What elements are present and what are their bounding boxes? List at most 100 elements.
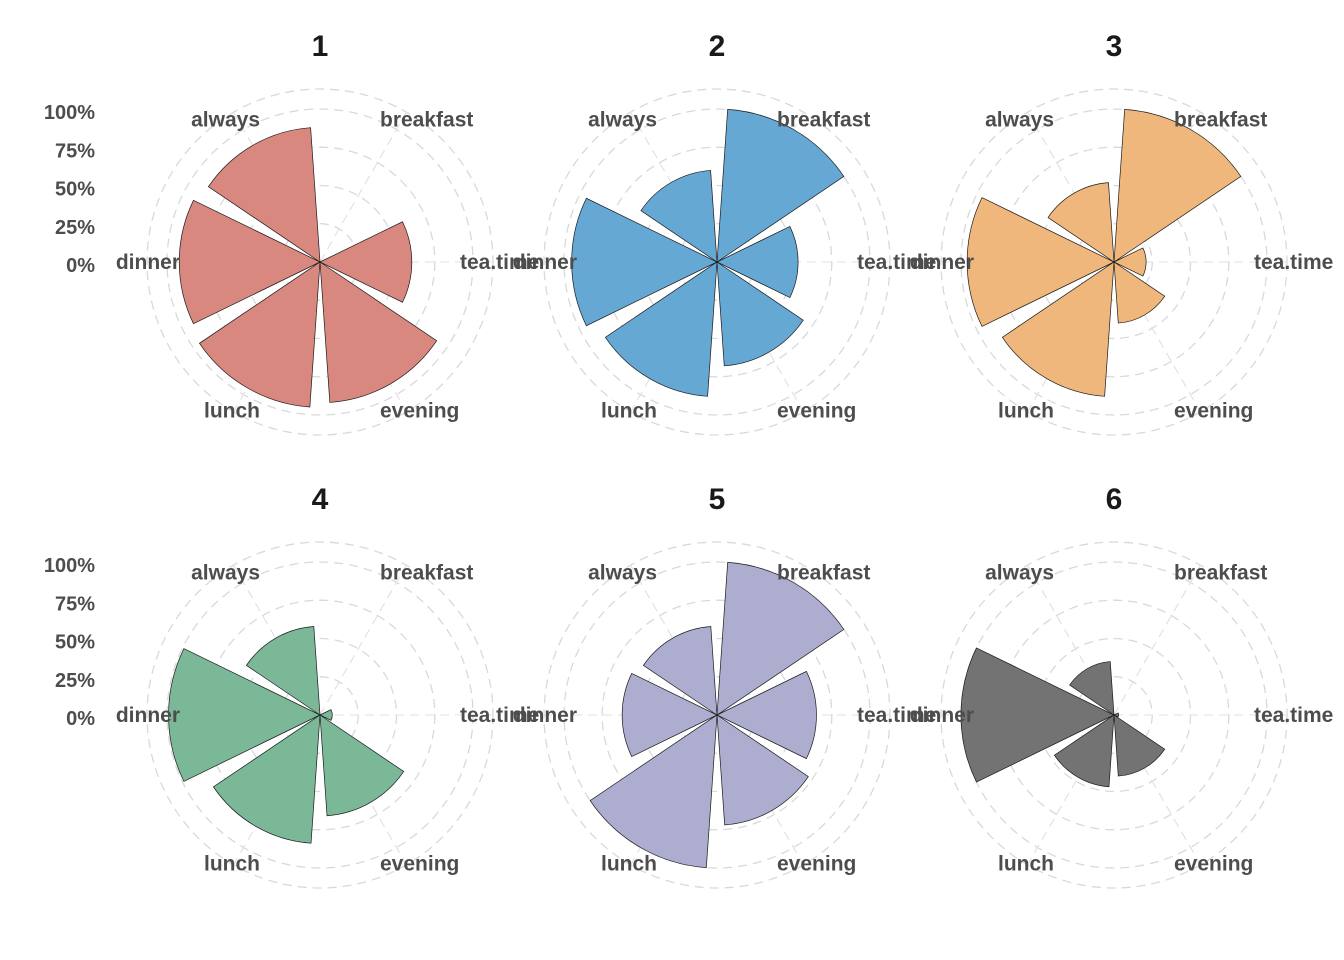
bar-tea.time xyxy=(1113,247,1147,277)
bar-tea.time xyxy=(319,221,413,303)
category-label-dinner: dinner xyxy=(910,704,974,727)
bar-dinner xyxy=(621,672,718,758)
category-label-breakfast: breakfast xyxy=(380,561,473,584)
bar-dinner xyxy=(168,648,321,782)
bar-lunch xyxy=(1053,714,1115,788)
category-label-evening: evening xyxy=(1174,853,1253,876)
radial-tick-label: 25% xyxy=(55,217,95,239)
bar-breakfast xyxy=(1113,108,1242,263)
category-label-evening: evening xyxy=(777,400,856,423)
category-labels: breakfast tea.time evening lunch dinner alway… xyxy=(513,108,937,422)
category-label-always: always xyxy=(985,108,1054,131)
category-label-breakfast: breakfast xyxy=(1174,561,1267,584)
bars xyxy=(178,127,438,408)
polar-grid xyxy=(146,88,494,436)
bar-always xyxy=(1047,182,1115,263)
panel-title: 1 xyxy=(312,30,329,63)
category-label-always: always xyxy=(191,108,260,131)
bar-tea.time xyxy=(716,225,799,299)
category-label-dinner: dinner xyxy=(513,704,577,727)
bars xyxy=(589,561,845,869)
bar-lunch xyxy=(604,261,718,397)
bar-tea.time xyxy=(716,670,817,760)
category-labels: breakfast tea.time evening lunch dinner alway… xyxy=(116,561,540,875)
bar-dinner xyxy=(960,647,1115,783)
category-label-breakfast: breakfast xyxy=(1174,108,1267,131)
category-label-dinner: dinner xyxy=(116,251,180,274)
bars xyxy=(966,108,1242,397)
category-label-dinner: dinner xyxy=(910,251,974,274)
panel-title: 5 xyxy=(709,483,726,516)
bar-tea.time xyxy=(1113,712,1119,718)
bar-evening xyxy=(319,261,438,403)
category-label-lunch: lunch xyxy=(998,400,1054,423)
panel-title: 6 xyxy=(1106,483,1123,516)
bar-lunch xyxy=(589,714,718,869)
bar-always xyxy=(640,170,718,263)
bar-dinner xyxy=(966,197,1115,327)
radial-tick-label: 75% xyxy=(55,140,95,162)
panel-6: breakfast tea.time evening lunch dinner alway… xyxy=(910,483,1334,889)
bar-dinner xyxy=(178,199,321,325)
bar-breakfast xyxy=(716,561,845,716)
category-label-always: always xyxy=(588,561,657,584)
bar-always xyxy=(1069,661,1115,716)
grid-ring-3 xyxy=(601,599,833,831)
category-label-breakfast: breakfast xyxy=(777,108,870,131)
category-label-lunch: lunch xyxy=(204,400,260,423)
category-label-tea.time: tea.time xyxy=(1254,704,1333,727)
category-label-always: always xyxy=(191,561,260,584)
bar-lunch xyxy=(1001,261,1115,397)
category-label-lunch: lunch xyxy=(601,400,657,423)
panel-3: breakfast tea.time evening lunch dinner alway… xyxy=(910,30,1334,436)
bar-lunch xyxy=(199,261,321,408)
category-label-breakfast: breakfast xyxy=(380,108,473,131)
category-label-always: always xyxy=(588,108,657,131)
panel-title: 2 xyxy=(709,30,726,63)
bar-evening xyxy=(1113,261,1166,324)
radial-tick-label: 0% xyxy=(66,708,95,730)
bars xyxy=(571,108,845,397)
bar-always xyxy=(207,127,321,263)
category-label-evening: evening xyxy=(380,853,459,876)
category-label-always: always xyxy=(985,561,1054,584)
bars xyxy=(168,626,405,844)
bar-dinner xyxy=(571,197,718,327)
panel-5: breakfast tea.time evening lunch dinner alway… xyxy=(513,483,937,889)
category-label-lunch: lunch xyxy=(204,853,260,876)
bars xyxy=(960,647,1166,788)
bar-breakfast xyxy=(716,108,845,263)
radial-tick-label: 100% xyxy=(44,102,95,124)
bar-lunch xyxy=(212,714,321,844)
radial-tick-label: 50% xyxy=(55,632,95,654)
bar-evening xyxy=(716,261,804,367)
category-labels: breakfast tea.time evening lunch dinner alway… xyxy=(910,561,1334,875)
bar-always xyxy=(642,626,718,716)
radial-axis: 0% 25% 50% 75% 100% xyxy=(44,555,95,730)
panel-2: breakfast tea.time evening lunch dinner alway… xyxy=(513,30,937,436)
category-labels: breakfast tea.time evening lunch dinner alway… xyxy=(513,561,937,875)
category-label-tea.time: tea.time xyxy=(460,704,539,727)
radial-tick-label: 0% xyxy=(66,255,95,277)
category-label-lunch: lunch xyxy=(998,853,1054,876)
category-label-dinner: dinner xyxy=(513,251,577,274)
category-labels: breakfast tea.time evening lunch dinner alway… xyxy=(910,108,1334,422)
category-label-tea.time: tea.time xyxy=(1254,251,1333,274)
radial-axis: 0% 25% 50% 75% 100% xyxy=(44,102,95,277)
category-label-tea.time: tea.time xyxy=(460,251,539,274)
bar-evening xyxy=(716,714,809,826)
category-label-evening: evening xyxy=(380,400,459,423)
bar-evening xyxy=(1113,714,1166,777)
bar-tea.time xyxy=(319,709,333,721)
radial-tick-label: 25% xyxy=(55,670,95,692)
panel-1: breakfast tea.time evening lunch dinner alway… xyxy=(44,30,540,436)
category-label-tea.time: tea.time xyxy=(857,704,936,727)
category-label-evening: evening xyxy=(1174,400,1253,423)
panel-title: 3 xyxy=(1106,30,1123,63)
panel-title: 4 xyxy=(312,483,329,516)
category-labels: breakfast tea.time evening lunch dinner alway… xyxy=(116,108,540,422)
radial-tick-label: 50% xyxy=(55,179,95,201)
radial-tick-label: 75% xyxy=(55,593,95,615)
category-label-tea.time: tea.time xyxy=(857,251,936,274)
